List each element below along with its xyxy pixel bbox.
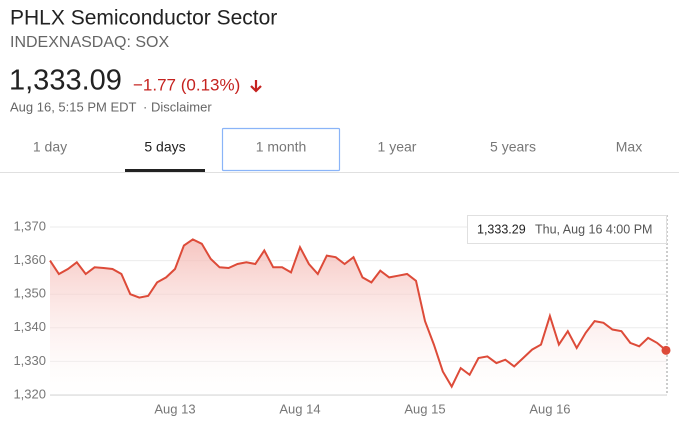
tooltip-time: Thu, Aug 16 4:00 PM bbox=[535, 222, 652, 236]
tab[interactable]: 1 day bbox=[33, 139, 67, 155]
down-arrow bbox=[250, 80, 262, 93]
y-tick-label: 1,320 bbox=[13, 386, 46, 401]
y-tick-label: 1,360 bbox=[13, 252, 46, 267]
tab[interactable]: 5 years bbox=[490, 139, 536, 155]
y-tick-label: 1,370 bbox=[13, 218, 46, 233]
price-change: −1.77 (0.13%) bbox=[133, 75, 240, 94]
line bbox=[49, 238, 667, 389]
x-tick-label: Aug 16 bbox=[529, 401, 570, 416]
timestamp: Aug 16, 5:15 PM EDT bbox=[10, 99, 137, 114]
tab[interactable]: 1 month bbox=[256, 139, 307, 155]
price: 1,333.09 bbox=[9, 65, 122, 97]
focus-ring bbox=[221, 127, 341, 172]
area bbox=[50, 239, 666, 395]
separator: · bbox=[143, 99, 147, 114]
disclaimer-link[interactable]: Disclaimer bbox=[151, 99, 212, 114]
tab[interactable]: 1 year bbox=[378, 139, 417, 155]
tooltip-value: 1,333.29 bbox=[477, 222, 526, 236]
tabs: 1 day 5 days 1 month 1 year 5 years Max bbox=[33, 139, 642, 155]
chart: 1,320 1,330 1,340 1,350 1,360 1,370 Aug 13 Aug … bbox=[13, 215, 671, 416]
tab[interactable]: Max bbox=[616, 139, 642, 155]
active-tab-indicator bbox=[125, 169, 205, 172]
title: PHLX Semiconductor Sector bbox=[10, 7, 277, 30]
hover-point bbox=[661, 345, 671, 355]
x-tick-label: Aug 14 bbox=[279, 401, 320, 416]
y-tick-label: 1,330 bbox=[13, 353, 46, 368]
y-tick-label: 1,350 bbox=[13, 286, 46, 301]
x-tick-label: Aug 15 bbox=[404, 401, 445, 416]
tab[interactable]: 5 days bbox=[144, 139, 185, 155]
tooltip-box bbox=[467, 215, 667, 244]
symbol: INDEXNASDAQ: SOX bbox=[10, 34, 169, 51]
y-tick-label: 1,340 bbox=[13, 319, 46, 334]
x-tick-label: Aug 13 bbox=[154, 401, 195, 416]
